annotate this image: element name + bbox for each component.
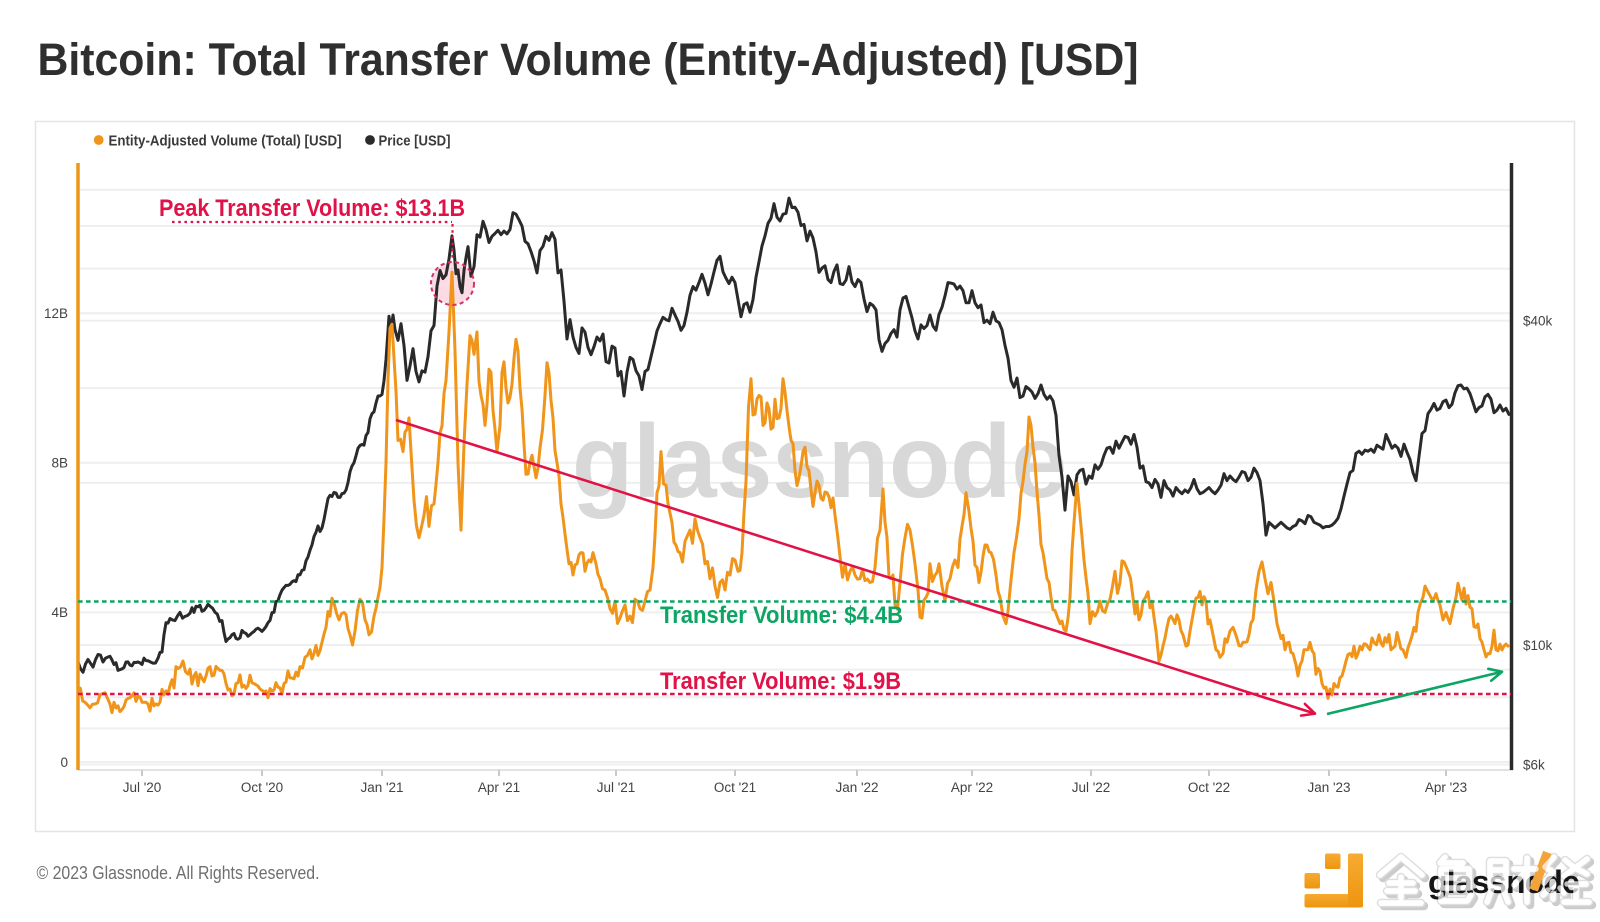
svg-text:Jul '22: Jul '22 (1072, 780, 1111, 795)
svg-text:Entity-Adjusted Volume (Total): Entity-Adjusted Volume (Total) [USD] (109, 133, 342, 150)
svg-text:Apr '23: Apr '23 (1425, 780, 1467, 795)
svg-text:$6k: $6k (1523, 757, 1545, 772)
svg-text:Jan '23: Jan '23 (1307, 780, 1350, 795)
svg-text:0: 0 (60, 755, 68, 770)
svg-text:© 2023 Glassnode. All Rights R: © 2023 Glassnode. All Rights Reserved. (37, 863, 320, 883)
svg-text:Jan '21: Jan '21 (360, 780, 403, 795)
svg-text:4B: 4B (51, 605, 68, 620)
svg-text:Transfer Volume: $4.4B: Transfer Volume: $4.4B (660, 602, 903, 629)
svg-text:Apr '21: Apr '21 (478, 780, 520, 795)
svg-text:Peak Transfer Volume: $13.1B: Peak Transfer Volume: $13.1B (159, 195, 465, 222)
svg-text:Oct '20: Oct '20 (241, 780, 283, 795)
svg-text:Price [USD]: Price [USD] (379, 133, 451, 150)
svg-text:12B: 12B (44, 306, 68, 321)
svg-text:Apr '22: Apr '22 (951, 780, 993, 795)
svg-text:glassnode: glassnode (572, 404, 1067, 520)
svg-text:Jul '20: Jul '20 (123, 780, 162, 795)
svg-text:Bitcoin: Total Transfer Volume: Bitcoin: Total Transfer Volume (Entity-A… (38, 34, 1139, 85)
svg-text:$10k: $10k (1523, 638, 1553, 653)
svg-text:$40k: $40k (1523, 314, 1553, 329)
svg-text:Transfer Volume: $1.9B: Transfer Volume: $1.9B (660, 668, 901, 695)
svg-text:Oct '21: Oct '21 (714, 780, 756, 795)
svg-text:8B: 8B (51, 456, 68, 471)
svg-text:Oct '22: Oct '22 (1188, 780, 1230, 795)
svg-text:Jul '21: Jul '21 (597, 780, 636, 795)
svg-text:Jan '22: Jan '22 (835, 780, 878, 795)
